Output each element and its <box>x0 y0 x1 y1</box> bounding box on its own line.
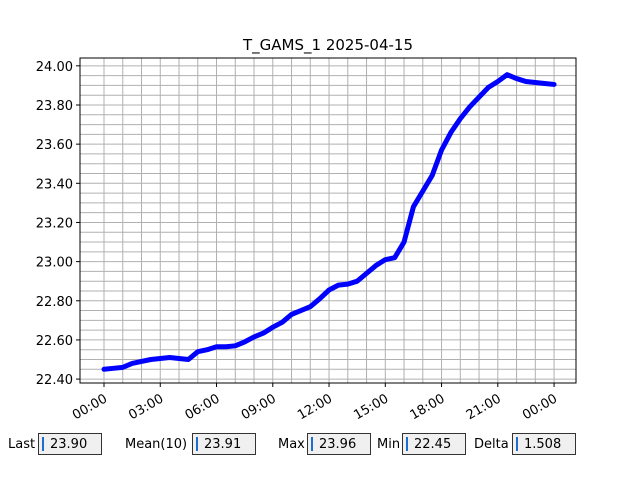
x-tick-label: 09:00 <box>239 391 279 420</box>
x-tick-label: 21:00 <box>464 391 504 420</box>
y-tick-label: 23.40 <box>36 177 73 192</box>
stat-field-wrap: 23.96 <box>307 432 371 456</box>
y-tick-label: 22.60 <box>36 334 73 349</box>
y-tick-label: 23.80 <box>36 99 73 114</box>
stat-field[interactable]: 22.45 <box>402 433 466 455</box>
stat-field-wrap: 1.508 <box>512 432 576 456</box>
stat-value: 23.90 <box>50 436 88 452</box>
y-tick-label: 23.00 <box>36 256 73 271</box>
text-caret <box>311 437 313 451</box>
text-caret <box>516 437 518 451</box>
text-caret <box>196 437 198 451</box>
chart-title: T_GAMS_1 2025-04-15 <box>242 36 413 55</box>
y-tick-label: 24.00 <box>36 60 73 75</box>
stat-label: Max <box>278 436 305 452</box>
stat-field-wrap: 23.90 <box>38 432 102 456</box>
stat-label: Delta <box>474 436 509 452</box>
y-tick-label: 23.60 <box>36 138 73 153</box>
y-tick-label: 22.80 <box>36 295 73 310</box>
plot-frame <box>79 57 577 384</box>
y-tick-label: 23.20 <box>36 216 73 231</box>
stat-field[interactable]: 23.90 <box>38 433 102 455</box>
stat-value: 22.45 <box>414 436 452 452</box>
text-caret <box>406 437 408 451</box>
text-caret <box>42 437 44 451</box>
x-tick-label: 18:00 <box>408 391 448 420</box>
x-tick-label: 06:00 <box>183 391 223 420</box>
stat-label: Min <box>377 436 401 452</box>
stat-field[interactable]: 23.91 <box>192 433 256 455</box>
y-tick-label: 22.40 <box>36 373 73 388</box>
stat-field[interactable]: 1.508 <box>512 433 576 455</box>
x-tick-label: 12:00 <box>295 391 335 420</box>
stat-label: Last <box>8 436 36 452</box>
stat-value: 23.91 <box>204 436 242 452</box>
data-line <box>101 72 557 372</box>
stat-value: 1.508 <box>524 436 562 452</box>
stat-value: 23.96 <box>319 436 357 452</box>
x-tick-label: 15:00 <box>351 391 391 420</box>
x-tick-label: 00:00 <box>70 391 110 420</box>
x-tick-label: 03:00 <box>126 391 166 420</box>
stat-label: Mean(10) <box>125 436 188 452</box>
x-tick-label: 00:00 <box>520 391 560 420</box>
stat-field-wrap: 23.91 <box>192 432 256 456</box>
stat-field-wrap: 22.45 <box>402 432 466 456</box>
stat-field[interactable]: 23.96 <box>307 433 371 455</box>
chart: T_GAMS_1 2025-04-15 22.40 22.60 22.80 23.00… <box>36 36 577 420</box>
